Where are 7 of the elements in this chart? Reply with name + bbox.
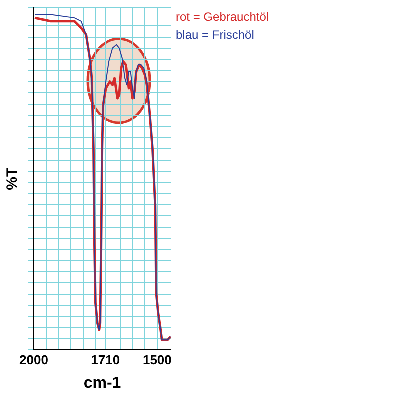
text: rot = Gebrauchtöl <box>176 9 270 26</box>
x-axis-title: cm-1 <box>84 374 122 392</box>
x-tick-label: 1710 <box>91 352 120 368</box>
text: blau = Frischöl <box>176 27 256 44</box>
x-tick-label: 2000 <box>20 352 48 368</box>
y-axis-title: %T <box>4 168 22 190</box>
x-tick-label: 1500 <box>142 352 172 368</box>
